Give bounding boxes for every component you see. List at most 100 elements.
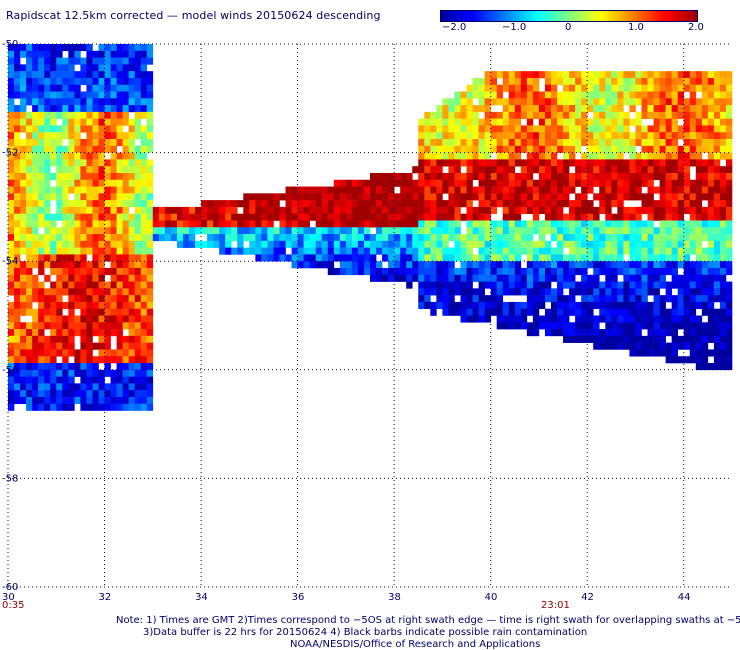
heatmap-cell xyxy=(140,254,148,262)
heatmap-cell xyxy=(339,254,347,262)
heatmap-cell xyxy=(68,274,75,282)
heatmap-cell xyxy=(219,234,226,242)
heatmap-cell xyxy=(134,125,142,133)
heatmap-cell xyxy=(110,105,117,113)
heatmap-cell xyxy=(285,254,292,262)
heatmap-cell xyxy=(8,139,15,147)
heatmap-cell xyxy=(623,145,630,153)
heatmap-cell xyxy=(56,383,63,391)
heatmap-cell xyxy=(647,193,654,201)
heatmap-cell xyxy=(629,329,636,337)
heatmap-cell xyxy=(116,261,123,269)
heatmap-cell xyxy=(502,179,510,187)
heatmap-cell xyxy=(671,77,678,86)
heatmap-cell xyxy=(140,383,148,391)
heatmap-cell xyxy=(454,267,461,276)
heatmap-cell xyxy=(641,349,648,357)
heatmap-cell xyxy=(140,125,148,133)
heatmap-cell xyxy=(689,240,697,248)
heatmap-cell xyxy=(707,295,715,303)
heatmap-cell xyxy=(134,77,142,86)
heatmap-cell xyxy=(255,200,262,208)
heatmap-cell xyxy=(629,315,636,323)
heatmap-cell xyxy=(8,179,15,187)
heatmap-cell xyxy=(557,145,564,153)
heatmap-cell xyxy=(629,139,636,147)
heatmap-cell xyxy=(44,247,51,255)
heatmap-cell xyxy=(8,71,15,79)
heatmap-cell xyxy=(526,98,534,106)
heatmap-cell xyxy=(538,274,546,282)
heatmap-cell xyxy=(484,247,491,255)
heatmap-cell xyxy=(98,295,105,303)
heatmap-cell xyxy=(424,200,431,208)
heatmap-cell xyxy=(134,172,142,181)
heatmap-cell xyxy=(14,288,21,296)
heatmap-cell xyxy=(370,274,377,282)
heatmap-cell xyxy=(454,152,461,160)
heatmap-cell xyxy=(122,193,129,201)
heatmap-cell xyxy=(641,220,648,228)
heatmap-cell xyxy=(641,166,648,174)
heatmap-cell xyxy=(140,227,148,235)
heatmap-cell xyxy=(581,132,588,140)
heatmap-cell xyxy=(707,84,715,92)
heatmap-cell xyxy=(92,193,99,201)
heatmap-cell xyxy=(563,77,570,86)
heatmap-cell xyxy=(110,383,117,391)
heatmap-cell xyxy=(339,247,347,255)
heatmap-cell xyxy=(575,267,582,276)
heatmap-cell xyxy=(551,145,558,153)
heatmap-cell xyxy=(713,329,721,337)
heatmap-cell xyxy=(128,301,135,310)
heatmap-cell xyxy=(472,206,479,214)
heatmap-cell xyxy=(611,281,618,289)
heatmap-cell xyxy=(400,274,407,282)
heatmap-cell xyxy=(170,213,178,221)
heatmap-cell xyxy=(683,295,691,303)
heatmap-cell xyxy=(134,376,142,384)
heatmap-cell xyxy=(478,200,485,208)
heatmap-cell xyxy=(442,206,449,214)
heatmap-cell xyxy=(496,193,504,201)
y-tick-label: -58 xyxy=(2,473,18,484)
heatmap-cell xyxy=(26,376,33,384)
heatmap-cell xyxy=(617,152,624,160)
heatmap-cell xyxy=(140,179,148,187)
heatmap-cell xyxy=(140,356,148,364)
heatmap-cell xyxy=(707,335,715,343)
heatmap-cell xyxy=(532,193,540,201)
heatmap-cell xyxy=(32,179,39,187)
heatmap-cell xyxy=(659,145,666,153)
heatmap-cell xyxy=(520,77,528,86)
heatmap-cell xyxy=(701,363,709,371)
heatmap-cell xyxy=(388,193,395,201)
heatmap-cell xyxy=(496,247,504,255)
heatmap-cell xyxy=(563,125,570,133)
heatmap-cell xyxy=(593,132,600,140)
heatmap-cell xyxy=(653,186,660,194)
heatmap-cell xyxy=(20,234,27,242)
heatmap-cell xyxy=(32,64,39,72)
heatmap-cell xyxy=(508,111,516,119)
heatmap-cell xyxy=(671,342,678,350)
heatmap-cell xyxy=(56,390,63,398)
heatmap-cell xyxy=(382,206,389,214)
heatmap-cell xyxy=(68,145,75,153)
heatmap-cell xyxy=(363,213,371,221)
heatmap-cell xyxy=(478,206,485,214)
heatmap-cell xyxy=(653,322,660,330)
heatmap-cell xyxy=(50,227,57,235)
heatmap-cell xyxy=(122,44,129,52)
heatmap-cell xyxy=(472,159,479,167)
heatmap-cell xyxy=(605,288,612,296)
heatmap-cell xyxy=(430,125,437,133)
heatmap-cell xyxy=(351,267,359,276)
heatmap-cell xyxy=(14,71,21,79)
heatmap-cell xyxy=(442,240,449,248)
heatmap-cell xyxy=(128,396,135,405)
heatmap-cell xyxy=(587,206,594,214)
heatmap-cell xyxy=(382,254,389,262)
heatmap-cell xyxy=(62,234,69,242)
heatmap-cell xyxy=(701,329,709,337)
